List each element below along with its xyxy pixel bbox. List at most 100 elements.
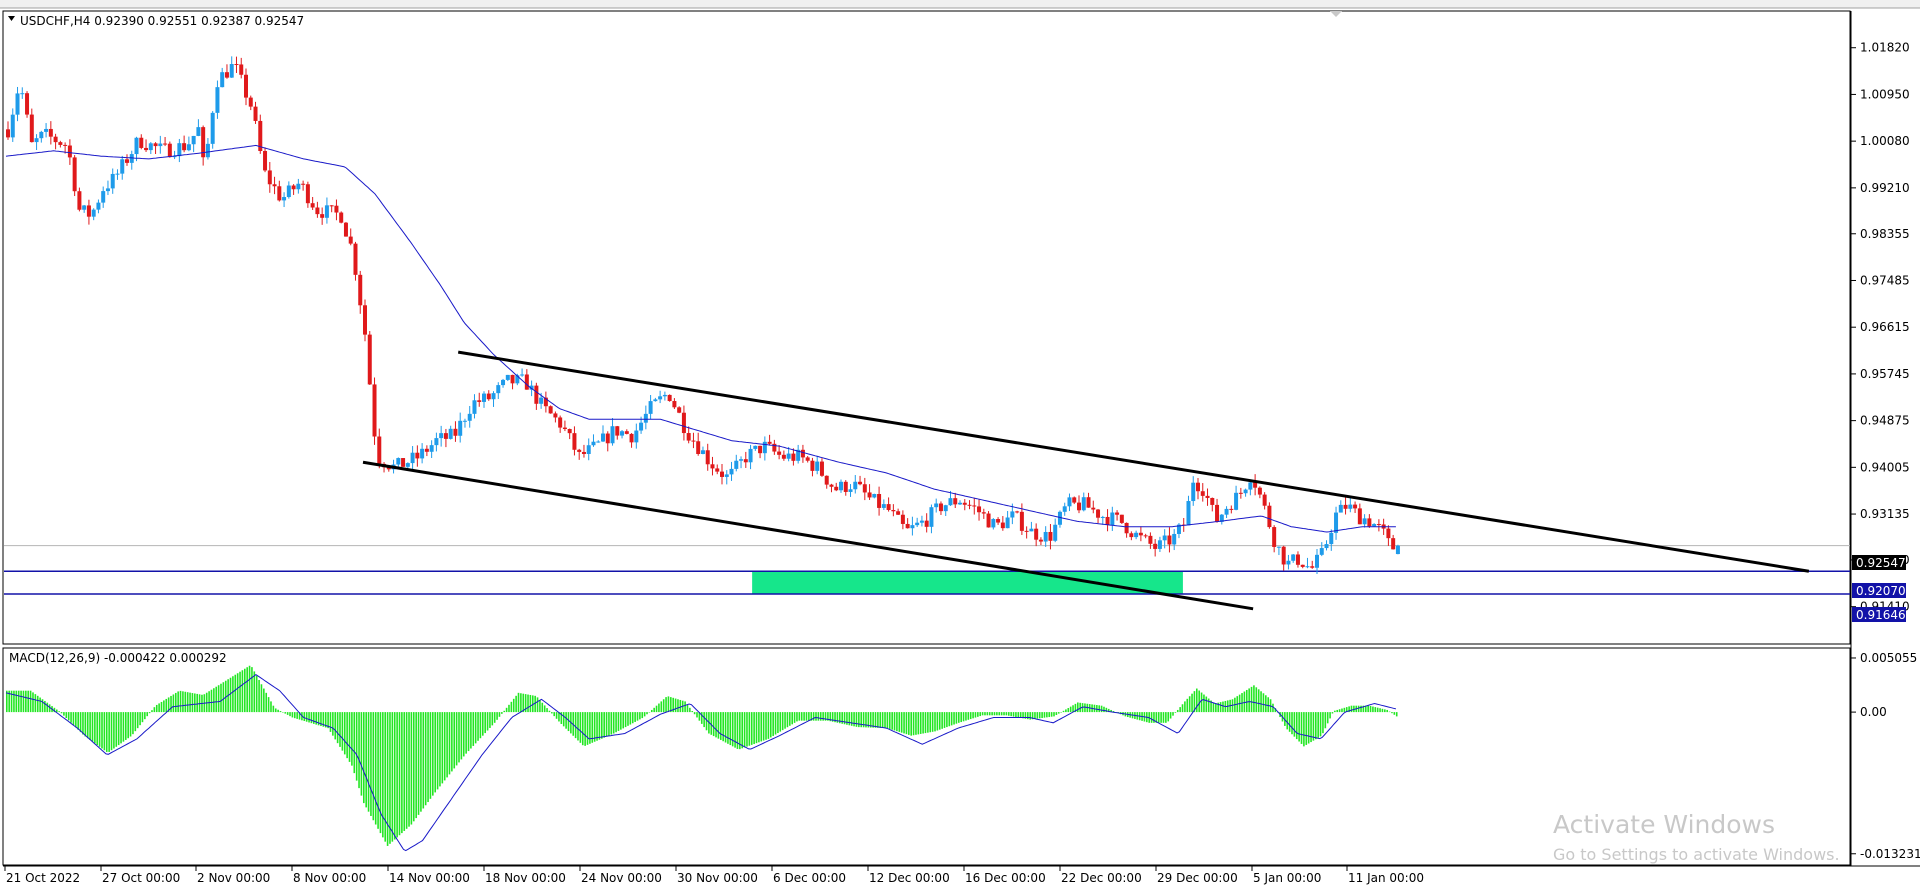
macd-bar [213,688,215,713]
candle-body [862,484,867,493]
macd-bar [177,691,179,713]
macd-bar [896,712,898,732]
macd-bar [1162,712,1165,723]
candle-body [462,420,467,422]
macd-bar [598,712,601,740]
candle [10,108,15,142]
symbol-dropdown-icon[interactable] [8,16,15,21]
macd-bar [1029,712,1031,720]
candle-body [1338,504,1343,513]
macd-bar [1046,712,1048,718]
candle-body [77,191,82,210]
candle-body [220,72,225,88]
candle [424,445,429,457]
candle [581,444,586,458]
macd-bar [389,712,391,844]
candle-body [1124,522,1129,534]
candle-body [405,463,410,467]
macd-bar [941,712,943,729]
macd-bar [884,712,886,729]
candle [58,140,63,148]
macd-bar [1391,712,1393,714]
candle-body [429,445,434,452]
lower-level-tag[interactable]: 0.91646 [1852,607,1906,622]
candle [358,270,363,314]
macd-bar [736,712,739,749]
upper-level-tag[interactable]: 0.92070 [1852,583,1906,598]
macd-bar [1384,709,1386,713]
macd-bar [1305,712,1308,745]
macd-bar [379,712,382,834]
macd-bar [182,691,184,713]
candlestick-series [6,56,1400,574]
candle-body [1157,540,1162,549]
macd-bar [836,712,839,723]
candle-body [324,205,329,218]
candle [796,444,801,464]
macd-bar [479,712,482,739]
candle [172,150,177,160]
macd-bar [239,671,241,713]
candle [305,181,310,208]
candle-body [1096,509,1101,518]
macd-bar [1184,701,1186,713]
macd-bar [89,712,91,740]
macd-bar [1188,696,1191,713]
macd-bar [774,712,777,735]
macd-bar [127,712,129,739]
candle [929,504,934,534]
candle [1272,525,1277,553]
candle [1096,508,1101,524]
candle-body [20,93,25,95]
macd-bar [146,712,149,717]
macd-bar [686,704,689,713]
candle [681,405,686,441]
candle-body [1286,560,1291,565]
candle [1248,480,1253,496]
candle [353,241,358,281]
candle-body [48,128,53,137]
candle [910,516,915,536]
support-zone[interactable] [752,571,1183,594]
macd-bar [455,712,458,766]
macd-bar [1053,712,1055,717]
candle [348,228,353,246]
candle [144,139,149,152]
channel-lower-trendline[interactable] [362,460,1254,611]
macd-bar [1074,703,1077,713]
scroll-marker-icon[interactable] [1330,11,1342,17]
candle-body [34,138,39,143]
candle-body [1257,487,1262,495]
candle [410,446,415,470]
macd-bar [710,712,713,735]
moving-average-line [5,144,1396,533]
candle [1100,515,1105,525]
candle [91,208,96,221]
macd-bar [874,712,877,728]
macd-bar [720,712,722,740]
macd-bar [691,711,694,713]
candle [691,432,696,449]
macd-bar [222,682,225,713]
candle-body [1053,524,1058,541]
macd-bar [251,667,253,713]
candle [943,504,948,517]
macd-bar [1322,712,1324,734]
macd-bar [17,690,20,713]
candle [329,205,334,213]
macd-bar [1062,710,1065,713]
candle-body [1019,511,1024,531]
candle [148,142,153,155]
macd-bar [439,712,441,787]
macd-bar [1112,711,1115,713]
candle-body [186,144,191,151]
macd-bar [136,712,139,729]
channel-upper-trendline[interactable] [457,350,1810,573]
candle-body [305,184,310,204]
macd-bar [101,712,103,749]
macd-bar [612,712,615,734]
macd-bar [1253,685,1255,713]
candle [177,138,182,163]
candle-body [334,205,339,213]
